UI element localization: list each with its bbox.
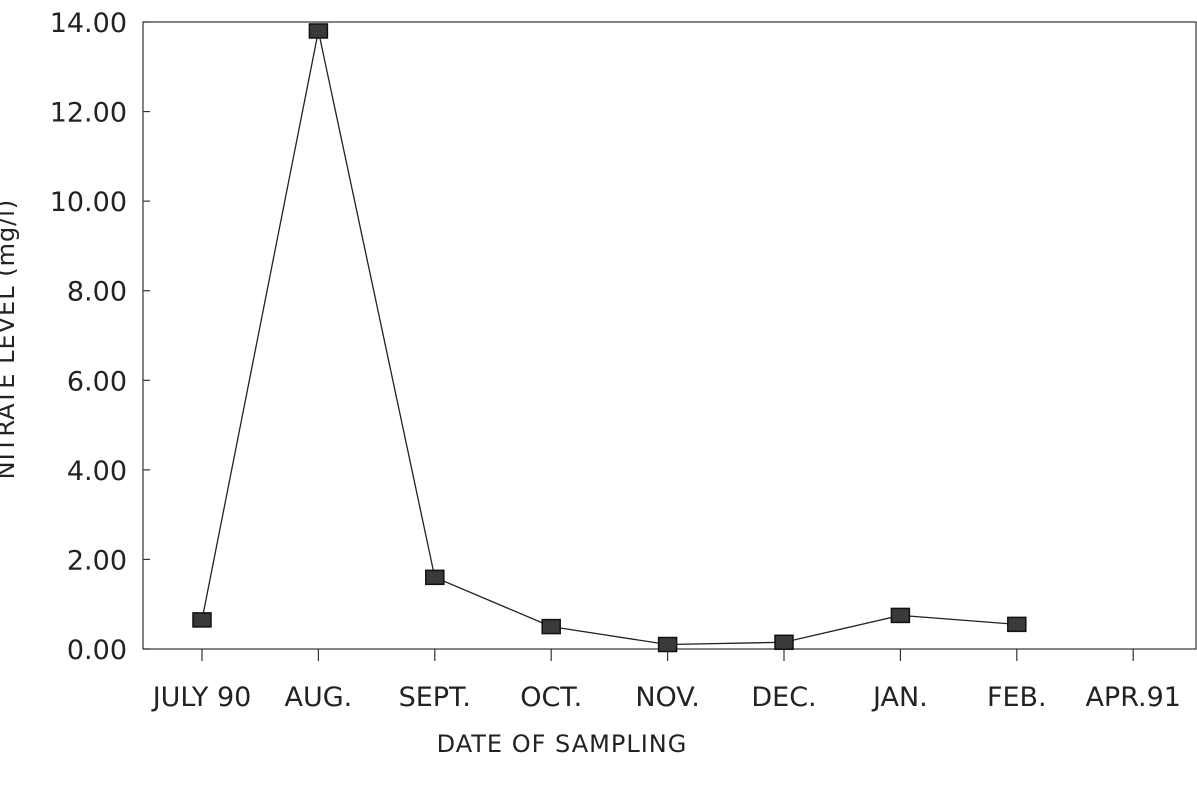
data-point-marker [192,612,212,628]
y-tick-label: 0.00 [67,635,127,666]
y-tick-label: 2.00 [67,545,127,576]
x-tick-label: DEC. [751,682,816,713]
y-tick-label: 10.00 [50,187,127,218]
x-tick-label: OCT. [520,682,582,713]
data-point-marker [657,636,678,653]
data-point-marker [774,634,794,651]
y-tick-label: 14.00 [50,8,127,39]
x-tick-label: JAN. [871,682,928,713]
y-axis-title: NITRATE LEVEL (mg/l) [0,199,20,480]
x-tick-label: NOV. [635,682,700,713]
data-point-marker [1007,616,1027,633]
y-tick-label: 12.00 [50,98,127,129]
x-tick-label: SEPT. [399,682,471,713]
series-line [201,30,1017,646]
data-point-marker [425,569,445,586]
y-tick-label: 4.00 [67,456,127,487]
x-tick-label: AUG. [285,682,353,713]
y-tick-label: 6.00 [67,366,127,397]
x-axis-title: DATE OF SAMPLING [437,730,688,758]
data-point-marker [541,618,561,635]
data-point-marker [890,607,911,624]
y-tick-label: 8.00 [67,277,127,308]
x-tick-label: APR.91 [1085,682,1181,713]
x-tick-label: FEB. [987,682,1047,713]
x-tick-label: JULY 90 [151,682,252,713]
data-point-marker [308,23,329,39]
